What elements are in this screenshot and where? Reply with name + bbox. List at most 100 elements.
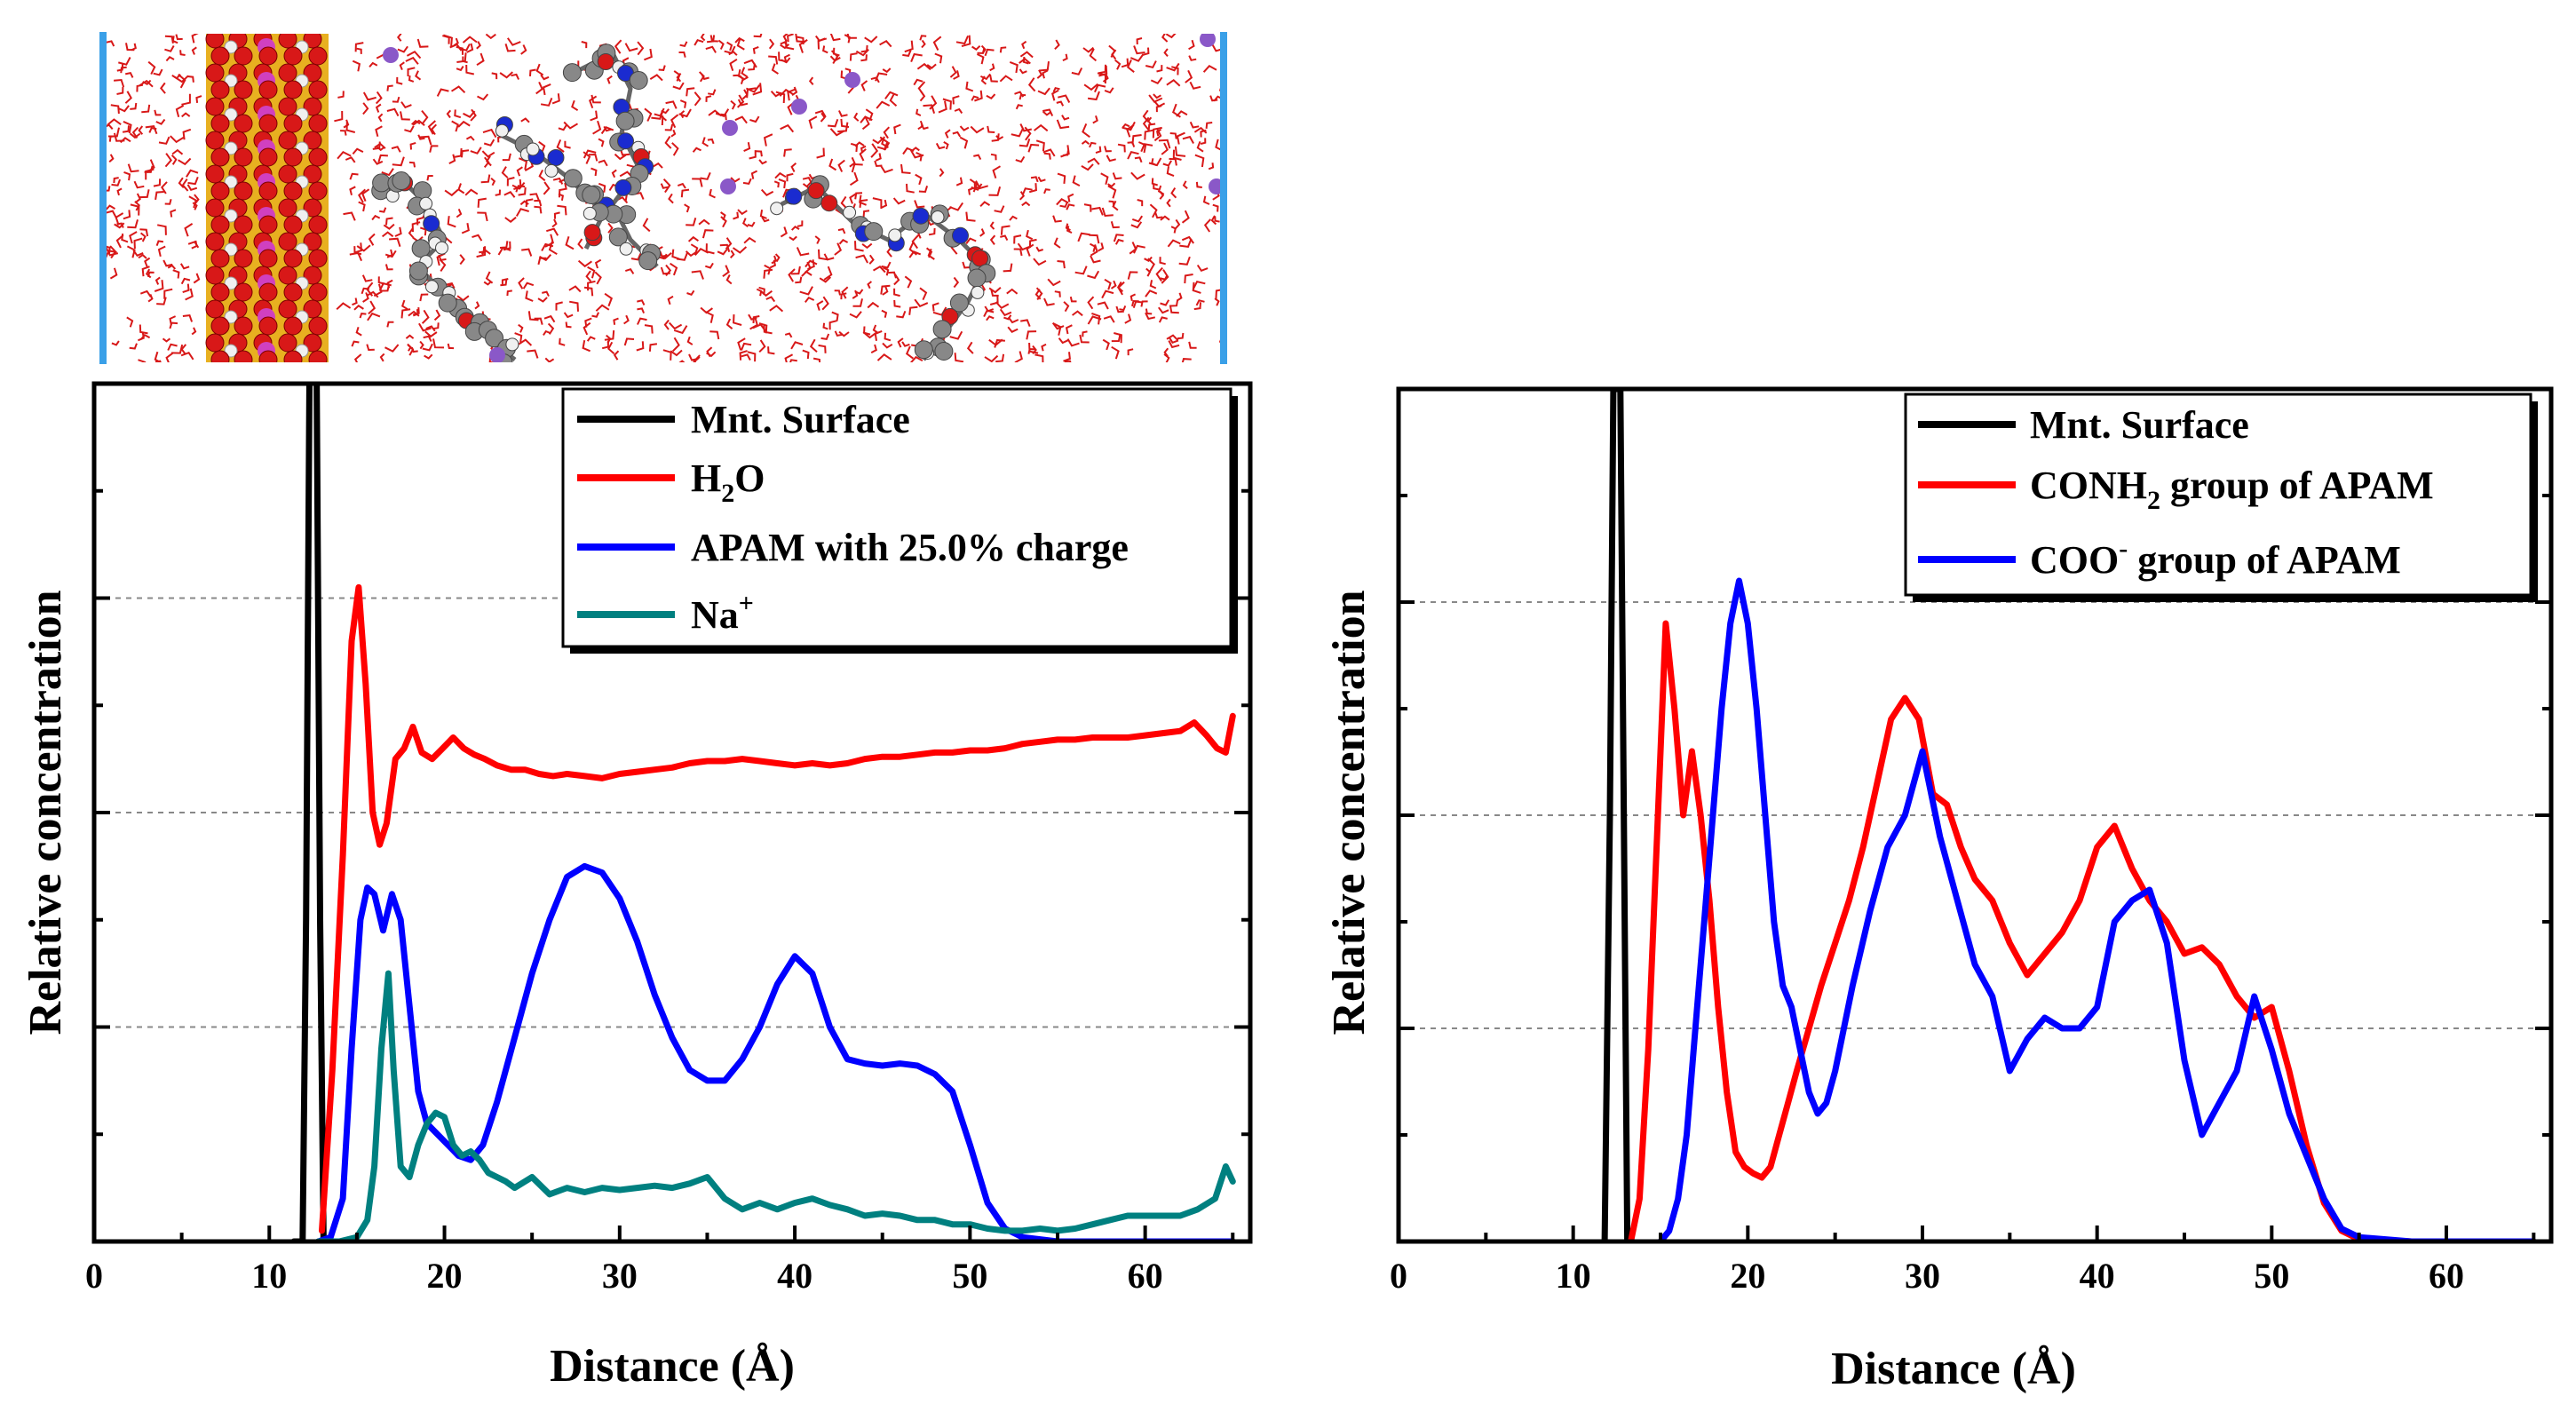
water-molecule [120,137,131,144]
x-tick-label: 40 [2080,1256,2115,1296]
water-molecule [874,329,883,341]
water-molecule [644,324,654,334]
water-molecule [1140,300,1148,307]
water-molecule [736,94,745,108]
water-molecule [955,35,970,45]
water-molecule [1124,313,1132,324]
water-molecule [798,39,808,53]
water-molecule [356,47,362,54]
water-molecule [385,217,393,226]
polymer-atom [807,182,825,200]
water-molecule [352,297,358,306]
water-molecule [1179,238,1193,248]
polymer-atom [614,178,632,196]
water-molecule [587,266,596,279]
water-molecule [797,220,804,227]
water-molecule [889,92,898,107]
water-molecule [861,242,873,250]
water-molecule [831,311,839,321]
water-molecule [506,290,512,297]
water-molecule [1166,166,1175,178]
water-molecule [1006,288,1019,295]
water-molecule [760,188,774,197]
water-molecule [1189,121,1200,129]
water-molecule [371,214,381,221]
water-molecule [356,244,371,252]
water-molecule [671,142,679,156]
water-molecule [394,226,402,237]
water-molecule [648,343,658,352]
water-molecule [503,191,516,198]
water-molecule [1122,123,1130,129]
water-molecule [400,308,411,319]
water-molecule [1157,185,1165,195]
water-molecule [180,351,194,361]
water-molecule [447,216,456,228]
water-molecule [134,201,140,211]
water-molecule [552,177,564,185]
water-molecule [771,255,778,265]
water-molecule [556,139,565,153]
x-tick-label: 10 [1556,1256,1591,1296]
water-molecule [1111,333,1122,343]
water-molecule [392,156,405,167]
water-molecule [1035,287,1043,300]
water-molecule [126,245,136,258]
water-molecule [105,247,119,257]
water-molecule [661,108,670,115]
water-molecule [540,74,550,81]
polymer-atom [934,342,954,361]
water-molecule [553,211,560,219]
water-molecule [737,99,749,107]
water-molecule [708,89,717,96]
water-molecule [965,81,974,92]
series-line-mnt-surface [290,384,334,1241]
oxygen-atom [258,282,278,302]
water-molecule [783,148,792,157]
water-molecule [784,353,794,362]
x-tick-label: 0 [85,1256,103,1296]
water-molecule [1037,176,1046,183]
water-molecule [454,109,462,119]
water-molecule [988,338,1003,346]
polymer-atom [495,123,509,138]
water-molecule [481,150,495,158]
water-molecule [386,249,393,258]
water-molecule [590,110,598,122]
water-molecule [607,222,614,234]
water-molecule [769,259,777,269]
water-molecule [1178,256,1191,266]
water-molecule [917,120,924,131]
oxygen-atom [234,114,253,133]
water-molecule [1170,299,1179,307]
water-molecule [583,321,591,336]
oxygen-atom [308,350,328,362]
oxygen-atom [258,350,278,362]
water-molecule [834,290,841,296]
sodium-ions [383,34,1225,362]
water-molecule [867,281,873,290]
water-molecule [336,302,352,311]
water-molecule [725,274,733,285]
water-molecule [805,296,815,304]
water-molecule [788,268,796,282]
water-molecule [366,344,375,352]
water-molecule [909,149,924,159]
water-molecule [1170,226,1177,234]
water-molecule [1145,290,1158,297]
water-molecule [582,340,590,353]
water-molecule [790,162,797,172]
water-molecule [108,135,116,142]
water-molecule [1054,39,1060,51]
water-molecule [1163,347,1169,357]
water-molecule [421,309,430,324]
water-molecule [145,268,152,279]
water-molecule [130,102,138,110]
water-molecule [425,325,436,332]
water-molecule [756,150,763,157]
water-molecule [432,338,445,349]
polymer-atom [619,242,633,256]
water-molecule [564,140,571,149]
water-molecule [1065,324,1073,335]
water-molecule [884,91,899,99]
